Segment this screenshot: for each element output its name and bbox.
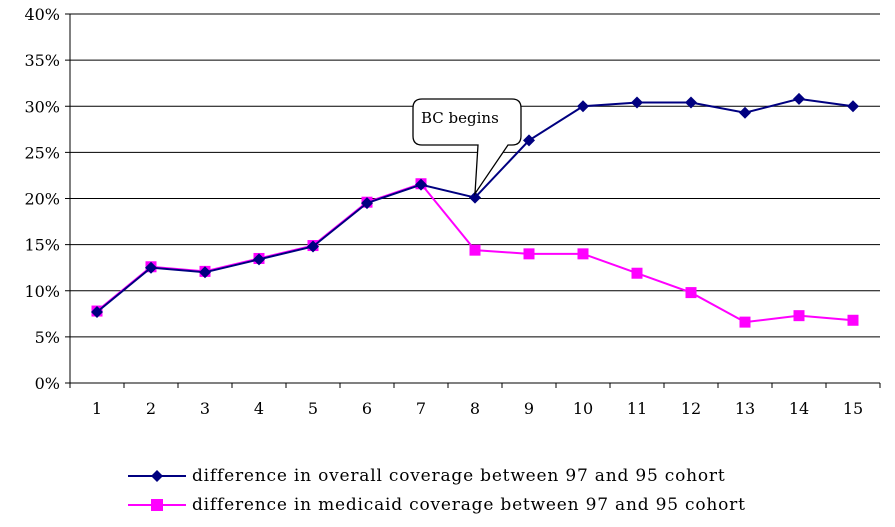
y-tick-label: 30% [24,97,60,116]
x-tick-label: 3 [200,399,210,418]
data-point-diamond [469,191,481,204]
annotation-callout: BC begins [412,98,522,196]
data-point-square [793,310,805,322]
x-tick-label: 7 [416,399,426,418]
x-tick-label: 11 [627,399,647,418]
data-point-square [631,267,643,279]
data-point-diamond [739,106,751,119]
data-point-diamond [91,305,103,318]
x-tick-label: 6 [362,399,372,418]
x-tick-label: 13 [735,399,755,418]
x-tick-label: 2 [146,399,156,418]
x-axis-tick-labels: 1 2 3 4 5 6 7 8 9 10 11 12 13 14 15 [92,399,863,418]
data-point-square [739,316,751,328]
data-point-square [577,248,589,260]
y-tick-label: 25% [24,143,60,162]
y-tick-label: 40% [24,5,60,24]
legend-swatch-medicaid [128,498,186,511]
x-tick-label: 12 [681,399,701,418]
legend-label-medicaid: difference in medicaid coverage between … [192,494,746,515]
legend-swatch-overall [128,469,186,482]
y-tick-label: 10% [24,282,60,301]
data-point-diamond [631,96,643,109]
series-layer [91,92,859,328]
x-tick-label: 14 [789,399,809,418]
x-tick-label: 1 [92,399,102,418]
diamond-marker-icon [151,469,163,482]
legend: difference in overall coverage between 9… [128,461,746,519]
legend-item-overall: difference in overall coverage between 9… [128,461,746,490]
y-tick-label: 0% [35,374,60,393]
data-point-diamond [145,261,157,274]
data-point-diamond [415,178,427,191]
y-axis-tick-labels: 0% 5% 10% 15% 20% 25% 30% 35% 40% [24,5,60,393]
data-point-square [469,244,481,256]
data-point-diamond [361,197,373,210]
y-tick-label: 35% [24,51,60,70]
gridlines [70,13,880,338]
data-point-diamond [793,92,805,105]
legend-label-overall: difference in overall coverage between 9… [192,465,726,486]
data-point-square [523,248,535,260]
data-point-diamond [199,266,211,279]
data-point-diamond [685,96,697,109]
data-point-square [847,314,859,326]
legend-item-medicaid: difference in medicaid coverage between … [128,490,746,519]
data-point-diamond [847,100,859,113]
axes [65,13,881,388]
line-chart: 0%5%10%15%20%25%30%35%40% 1 2 3 4 5 6 7 8 9 10 11 1… [24,5,881,418]
data-point-diamond [307,240,319,253]
x-tick-label: 9 [524,399,534,418]
callout-text: BC begins [421,109,499,127]
x-tick-label: 15 [843,399,863,418]
x-tick-label: 4 [254,399,264,418]
y-tick-label: 20% [24,190,60,209]
y-tick-label: 5% [35,328,60,347]
x-tick-label: 8 [470,399,480,418]
callout-bubble [412,98,522,196]
x-tick-label: 5 [308,399,318,418]
series-overall [91,92,859,318]
y-tick-label: 15% [24,236,60,255]
data-point-diamond [523,134,535,147]
data-point-square [685,287,697,299]
data-point-diamond [577,100,589,113]
square-marker-icon [151,498,163,511]
x-tick-label: 10 [573,399,593,418]
data-point-diamond [253,253,265,266]
